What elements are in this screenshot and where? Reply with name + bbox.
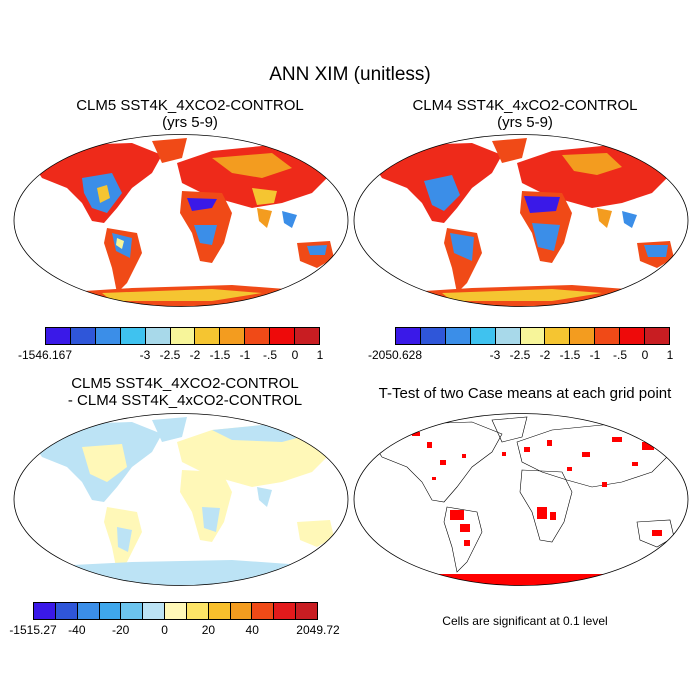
panel3-title-line1: CLM5 SST4K_4XCO2-CONTROL [71, 375, 299, 392]
cb2-swatch [620, 327, 646, 345]
cb3-swatch [252, 602, 275, 620]
cb3-tick-label: -40 [68, 623, 86, 637]
panel4-map [353, 413, 689, 586]
cb2-swatch [395, 327, 421, 345]
cb3-swatch [77, 602, 100, 620]
panel4-title: T-Test of two Case means at each grid po… [378, 385, 672, 402]
cb3-tick-label: 20 [201, 623, 216, 637]
panel1-title-line2: (yrs 5-9) [162, 114, 218, 131]
cb3-swatch [186, 602, 209, 620]
cb1-swatch [220, 327, 246, 345]
cb3-swatch [55, 602, 78, 620]
cb3-tick-label: -20 [112, 623, 130, 637]
cb2-swatch [570, 327, 596, 345]
cb2-tick-label: -2.5 [509, 348, 531, 362]
panel3-title: CLM5 SST4K_4XCO2-CONTROL - CLM4 SST4K_4x… [10, 375, 360, 409]
cb3-tick-label: -1515.27 [9, 623, 57, 637]
colorbar-3-labels: -1515.27 -40 -20 0 20 40 2049.72 [9, 623, 339, 639]
cb3-swatch [230, 602, 253, 620]
cb1-swatch [245, 327, 271, 345]
cb1-swatch [170, 327, 196, 345]
cb3-swatch [143, 602, 166, 620]
panel3-map [13, 413, 349, 586]
cb1-swatch [270, 327, 296, 345]
cb1-swatch [45, 327, 71, 345]
colorbar-2-labels: -2050.628 -3 -2.5 -2 -1.5 -1 -.5 0 1 [368, 348, 673, 364]
cb2-tick-label: -.5 [612, 348, 628, 362]
colorbar-1-labels: -1546.167 -3 -2.5 -2 -1.5 -1 -.5 0 1 [18, 348, 323, 364]
cb3-swatch [165, 602, 187, 620]
cb2-swatch [545, 327, 571, 345]
cb3-tick-label: 0 [161, 623, 168, 637]
figure-title: ANN XIM (unitless) [269, 64, 431, 85]
cb2-tick-label: 1 [666, 348, 674, 362]
panel2-title: CLM4 SST4K_4xCO2-CONTROL (yrs 5-9) [355, 97, 695, 131]
panel1-map [13, 134, 349, 307]
cb2-tick-label: 0 [641, 348, 649, 362]
cb3-swatch [99, 602, 122, 620]
cb1-tick-label: -2.5 [159, 348, 181, 362]
cb1-tick-label: -.5 [262, 348, 278, 362]
cb1-tick-label: 0 [291, 348, 299, 362]
cb1-swatch [95, 327, 121, 345]
cb1-swatch [70, 327, 96, 345]
cb2-swatch [595, 327, 621, 345]
cb1-swatch [295, 327, 320, 345]
panel2-map [353, 134, 689, 307]
cb1-tick-label: -3 [139, 348, 151, 362]
panel2-title-line2: (yrs 5-9) [497, 114, 553, 131]
cb2-tick-label: -1 [589, 348, 601, 362]
cb2-swatch [445, 327, 471, 345]
cb2-swatch [520, 327, 546, 345]
cb1-tick-label: -1 [239, 348, 251, 362]
panel3-title-line2: - CLM4 SST4K_4xCO2-CONTROL [67, 392, 303, 409]
cb1-tick-label: -1.5 [209, 348, 231, 362]
cb1-tick-label: -1546.167 [17, 348, 73, 362]
cb2-tick-label: -1.5 [559, 348, 581, 362]
cb3-tick-label: 2049.72 [296, 623, 340, 637]
cb3-swatch [33, 602, 56, 620]
panel2-title-line1: CLM4 SST4K_4xCO2-CONTROL [412, 97, 638, 114]
cb3-swatch [121, 602, 144, 620]
colorbar-1 [45, 327, 320, 345]
cb3-tick-label: 40 [245, 623, 259, 637]
cb2-tick-label: -2 [539, 348, 551, 362]
cb1-tick-label: 1 [316, 348, 324, 362]
colorbar-2 [395, 327, 670, 345]
cb2-swatch [645, 327, 670, 345]
panel1-title-line1: CLM5 SST4K_4XCO2-CONTROL [76, 97, 304, 114]
cb2-swatch [495, 327, 521, 345]
cb1-swatch [195, 327, 221, 345]
cb1-swatch [120, 327, 146, 345]
cb3-swatch [296, 602, 318, 620]
cb3-swatch [274, 602, 297, 620]
colorbar-3 [33, 602, 318, 620]
cb2-tick-label: -2050.628 [367, 348, 423, 362]
cb2-swatch [470, 327, 496, 345]
cb1-tick-label: -2 [189, 348, 201, 362]
cb2-swatch [420, 327, 446, 345]
cb2-tick-label: -3 [489, 348, 501, 362]
cb1-swatch [145, 327, 171, 345]
cb3-swatch [208, 602, 231, 620]
panel1-title: CLM5 SST4K_4XCO2-CONTROL (yrs 5-9) [20, 97, 360, 131]
ttest-note: Cells are significant at 0.1 level [442, 614, 608, 628]
